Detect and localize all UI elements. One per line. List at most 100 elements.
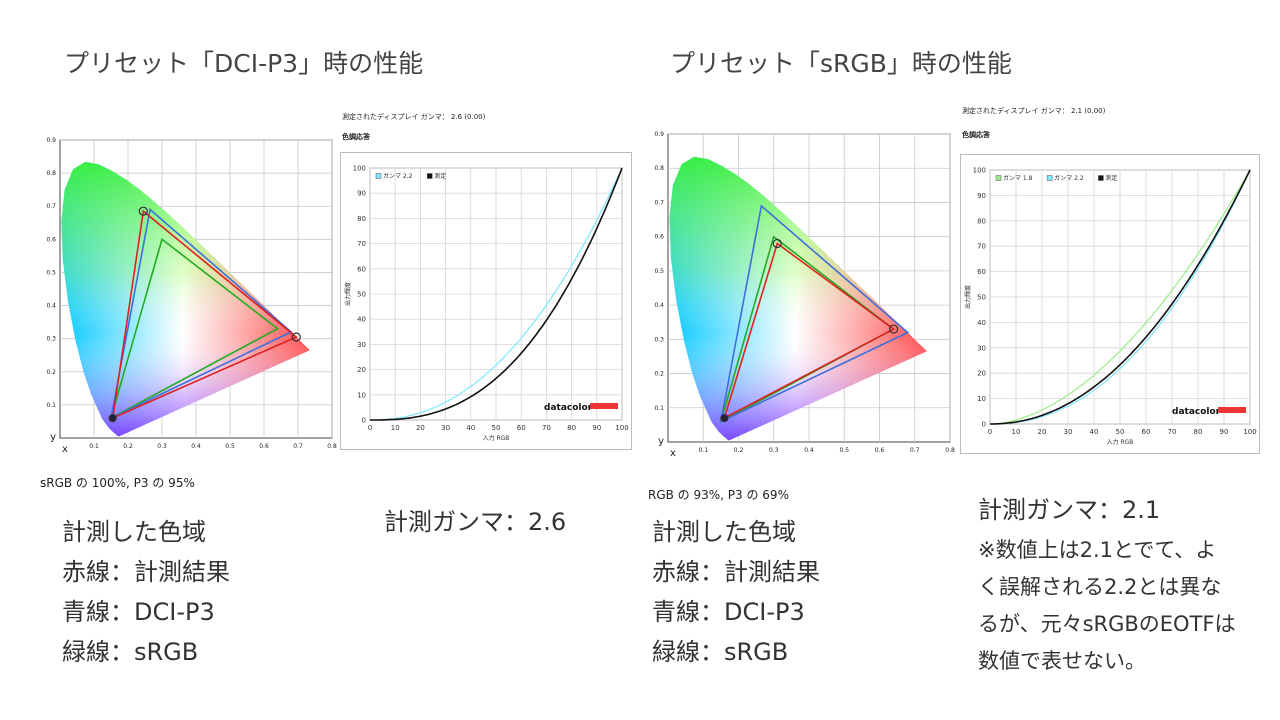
y-tick-label: 0 bbox=[982, 421, 986, 429]
x-tick-label: 0.3 bbox=[769, 447, 779, 454]
x-tick-label: 0.6 bbox=[875, 447, 885, 454]
y-tick-label: 100 bbox=[973, 167, 986, 175]
y-tick-label: 90 bbox=[977, 192, 986, 200]
x-tick-label: 0.3 bbox=[157, 443, 167, 450]
measured-point bbox=[108, 414, 117, 423]
x-tick-label: 30 bbox=[1064, 428, 1073, 436]
y-tick-label: 0.8 bbox=[654, 165, 664, 172]
x-tick-label: 40 bbox=[466, 424, 475, 432]
right-gamut-chart: 0.1 0.2 0.3 0.4 0.5 0.6 0.7 0.8 0.1 0.2 0.3 0.4 0.5 0… bbox=[654, 131, 955, 459]
y-tick-label: 60 bbox=[977, 268, 986, 276]
x-tick-label: 0.2 bbox=[734, 447, 744, 454]
left-gamma-chart: 0 10 20 30 40 50 60 70 80 90 100 0 10 20 30 40 50 60 70 80 9… bbox=[340, 152, 632, 450]
x-tick-label: 100 bbox=[1243, 428, 1256, 436]
x-tick-label: 20 bbox=[1038, 428, 1047, 436]
legend-swatch bbox=[995, 175, 1002, 181]
x-tick-label: 70 bbox=[542, 424, 551, 432]
gamut-triangle bbox=[111, 209, 298, 420]
y-tick-label: 0.4 bbox=[654, 302, 664, 309]
gamut-triangle bbox=[109, 237, 280, 420]
series-line bbox=[370, 167, 623, 421]
left-gamma-note: 計測ガンマ：2.6 bbox=[384, 508, 567, 536]
x-axis-label: 入力 RGB bbox=[1107, 438, 1134, 446]
gamut-triangle bbox=[109, 207, 293, 420]
x-tick-label: 70 bbox=[1168, 428, 1177, 436]
x-tick-label: 50 bbox=[492, 424, 501, 432]
x-tick-label: 50 bbox=[1116, 428, 1125, 436]
x-tick-label: 0 bbox=[368, 424, 372, 432]
y-tick-label: 0.9 bbox=[654, 131, 664, 138]
measured-point bbox=[772, 238, 782, 249]
legend-label: ガンマ 2.2 bbox=[1054, 174, 1084, 182]
right-gamma-note: 計測ガンマ：2.1 bbox=[978, 496, 1161, 524]
x-tick-label: 0.8 bbox=[327, 443, 337, 450]
legend-label: ガンマ 1.8 bbox=[1003, 174, 1033, 182]
y-tick-label: 10 bbox=[357, 391, 366, 399]
y-tick-label: 0.2 bbox=[46, 369, 56, 376]
x-tick-label: 10 bbox=[391, 424, 400, 432]
y-tick-label: 0.7 bbox=[46, 203, 56, 210]
y-tick-label: 60 bbox=[357, 265, 366, 273]
series-line bbox=[990, 169, 1251, 425]
x-axis-label: 入力 RGB bbox=[483, 434, 510, 442]
right-gamma-subheading: 色調応答 bbox=[962, 131, 990, 139]
y-tick-label: 0.3 bbox=[46, 336, 56, 343]
x-tick-label: 0.7 bbox=[910, 447, 920, 454]
series-line bbox=[990, 169, 1251, 425]
y-tick-label: 40 bbox=[357, 316, 366, 324]
x-tick-label: 90 bbox=[592, 424, 601, 432]
right-gamut-caption: RGB の 93%, P3 の 69% bbox=[648, 488, 789, 502]
note-line: 赤線：計測結果 bbox=[652, 558, 820, 586]
note-line: 青線：DCI-P3 bbox=[652, 598, 805, 626]
x-axis-label: x bbox=[62, 444, 68, 455]
x-tick-label: 0.8 bbox=[945, 447, 955, 454]
y-tick-label: 0.9 bbox=[46, 137, 56, 144]
legend-swatch bbox=[1046, 175, 1053, 181]
left-gamma-subheading: 色調応答 bbox=[342, 133, 370, 141]
legend-label: ガンマ 2.2 bbox=[383, 172, 413, 180]
x-tick-label: 0.6 bbox=[259, 443, 269, 450]
x-tick-label: 90 bbox=[1220, 428, 1229, 436]
y-tick-label: 80 bbox=[977, 217, 986, 225]
datacolor-logo-bar bbox=[590, 403, 618, 409]
legend-swatch bbox=[426, 173, 433, 179]
measured-point bbox=[291, 332, 301, 342]
y-axis-label: 出力輝度 bbox=[344, 282, 352, 306]
legend-swatch bbox=[1098, 175, 1104, 181]
y-tick-label: 20 bbox=[977, 370, 986, 378]
y-tick-label: 0 bbox=[362, 417, 366, 425]
y-axis-label: 出力輝度 bbox=[964, 285, 972, 309]
legend-label: 測定 bbox=[1105, 174, 1117, 182]
legend-swatch bbox=[375, 173, 382, 179]
y-tick-label: 30 bbox=[977, 344, 986, 352]
y-tick-label: 0.4 bbox=[46, 303, 56, 310]
y-tick-label: 90 bbox=[357, 190, 366, 198]
x-tick-label: 60 bbox=[1142, 428, 1151, 436]
y-tick-label: 50 bbox=[357, 291, 366, 299]
x-tick-label: 100 bbox=[615, 424, 628, 432]
y-tick-label: 0.1 bbox=[654, 405, 664, 412]
note-line: 緑線：sRGB bbox=[62, 638, 199, 666]
y-axis-label: y bbox=[50, 432, 56, 443]
measured-point bbox=[720, 413, 729, 423]
right-gamma-heading: 測定されたディスプレイ ガンマ： 2.1 (0.00) bbox=[962, 107, 1106, 115]
y-tick-label: 70 bbox=[357, 240, 366, 248]
series-line bbox=[370, 167, 623, 421]
y-axis-label: y bbox=[658, 436, 664, 447]
datacolor-logo: datacolor bbox=[1172, 407, 1221, 417]
y-tick-label: 0.7 bbox=[654, 199, 664, 206]
x-tick-label: 20 bbox=[416, 424, 425, 432]
x-tick-label: 10 bbox=[1012, 428, 1021, 436]
gamut-triangle bbox=[723, 242, 896, 420]
remark-line: るが、元々sRGBのEOTFは bbox=[978, 612, 1236, 636]
x-tick-label: 40 bbox=[1090, 428, 1099, 436]
y-tick-label: 80 bbox=[357, 215, 366, 223]
x-tick-label: 30 bbox=[441, 424, 450, 432]
y-tick-label: 0.6 bbox=[46, 236, 56, 243]
x-tick-label: 0.5 bbox=[839, 447, 849, 454]
right-gamut-notes: 計測した色域 赤線：計測結果 青線：DCI-P3 緑線：sRGB bbox=[652, 512, 820, 672]
note-line: 計測した色域 bbox=[62, 518, 206, 546]
remark-line: 数値で表せない。 bbox=[978, 649, 1146, 673]
left-title: プリセット「DCI-P3」時の性能 bbox=[64, 49, 424, 78]
note-line: 計測した色域 bbox=[652, 518, 796, 546]
